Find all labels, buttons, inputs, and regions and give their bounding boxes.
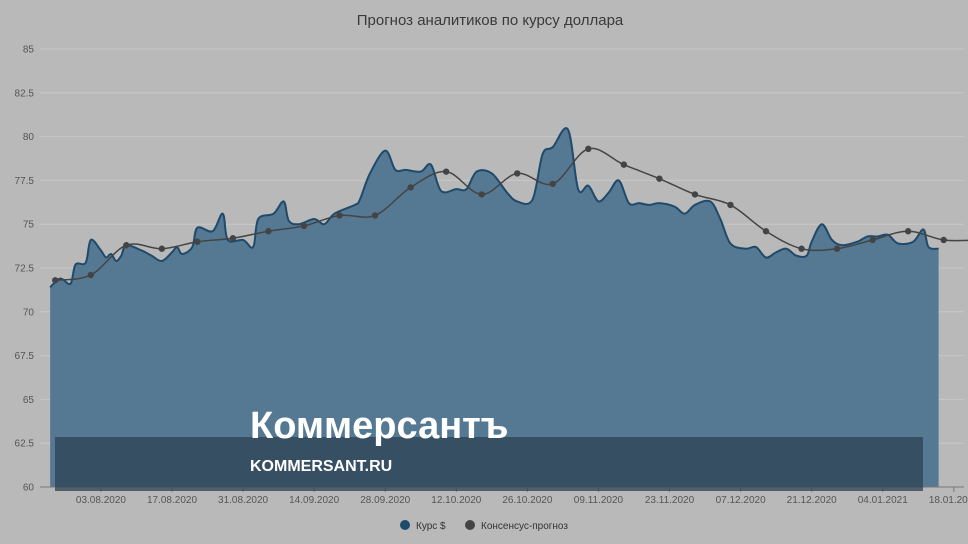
watermark-url: KOMMERSANT.RU [250,458,392,475]
series-usd-rate[interactable] [49,127,939,487]
consensus-point[interactable] [798,245,805,252]
legend-marker-usd [400,520,410,530]
watermark-banner [55,437,923,491]
y-tick-label: 65 [23,395,35,406]
consensus-point[interactable] [478,191,485,198]
series-consensus[interactable] [52,145,968,284]
x-tick-label: 07.12.2020 [716,495,766,506]
consensus-point[interactable] [123,242,130,249]
y-tick-label: 67.5 [15,351,35,362]
consensus-point[interactable] [371,212,379,219]
consensus-point[interactable] [194,238,201,245]
legend: Курс $ Консенсус-прогноз [400,520,568,532]
x-tick-label: 26.10.2020 [502,495,552,506]
consensus-point[interactable] [869,236,876,244]
x-tick-label: 03.08.2020 [76,495,126,506]
watermark-brand: Коммерсантъ [250,405,508,447]
consensus-point[interactable] [585,145,592,153]
consensus-point[interactable] [514,170,521,177]
line-usd [49,127,939,289]
consensus-point[interactable] [158,245,166,252]
x-tick-label: 23.11.2020 [645,495,695,506]
x-tick-label: 09.11.2020 [574,495,624,506]
consensus-point[interactable] [52,277,59,284]
consensus-point[interactable] [691,191,699,198]
area-fill-usd [50,128,939,487]
y-tick-label: 75 [23,220,35,231]
y-tick-label: 80 [23,132,35,143]
consensus-point[interactable] [407,184,414,191]
legend-marker-consensus [465,520,475,530]
consensus-point[interactable] [620,161,628,168]
consensus-point[interactable] [833,245,841,252]
consensus-point[interactable] [656,175,663,182]
consensus-point[interactable] [762,228,770,235]
x-tick-label: 04.01.2021 [858,495,908,506]
consensus-point[interactable] [300,222,308,230]
x-tick-label: 31.08.2020 [218,495,268,506]
consensus-point[interactable] [442,168,450,175]
y-tick-label: 72.5 [15,264,35,275]
consensus-point[interactable] [265,228,272,235]
consensus-point[interactable] [940,236,947,244]
consensus-point[interactable] [727,201,734,209]
consensus-point[interactable] [336,212,343,219]
x-tick-label: 21.12.2020 [787,495,837,506]
consensus-point[interactable] [904,228,912,235]
y-tick-label: 82.5 [15,88,35,99]
x-tick-label: 18.01.2021 [929,495,968,506]
legend-label-consensus[interactable]: Консенсус-прогноз [481,521,568,532]
y-tick-label: 60 [23,483,35,494]
chart-title: Прогноз аналитиков по курсу доллара [357,12,624,29]
x-tick-label: 17.08.2020 [147,495,197,506]
x-tick-label: 12.10.2020 [431,495,481,506]
x-tick-label: 28.09.2020 [360,495,410,506]
x-axis: 03.08.2020 17.08.2020 31.08.2020 14.09.2020… [76,487,968,506]
legend-label-usd[interactable]: Курс $ [416,521,446,532]
y-axis: 85 82.5 80 77.5 75 72.5 70 67.5 65 62.5 60 [15,45,35,494]
y-tick-label: 85 [23,45,35,56]
y-tick-label: 77.5 [15,176,35,187]
y-tick-label: 70 [23,307,35,318]
y-tick-label: 62.5 [15,439,35,450]
consensus-point[interactable] [229,235,237,242]
x-tick-label: 14.09.2020 [289,495,339,506]
consensus-point[interactable] [549,180,556,188]
consensus-point[interactable] [87,271,94,279]
